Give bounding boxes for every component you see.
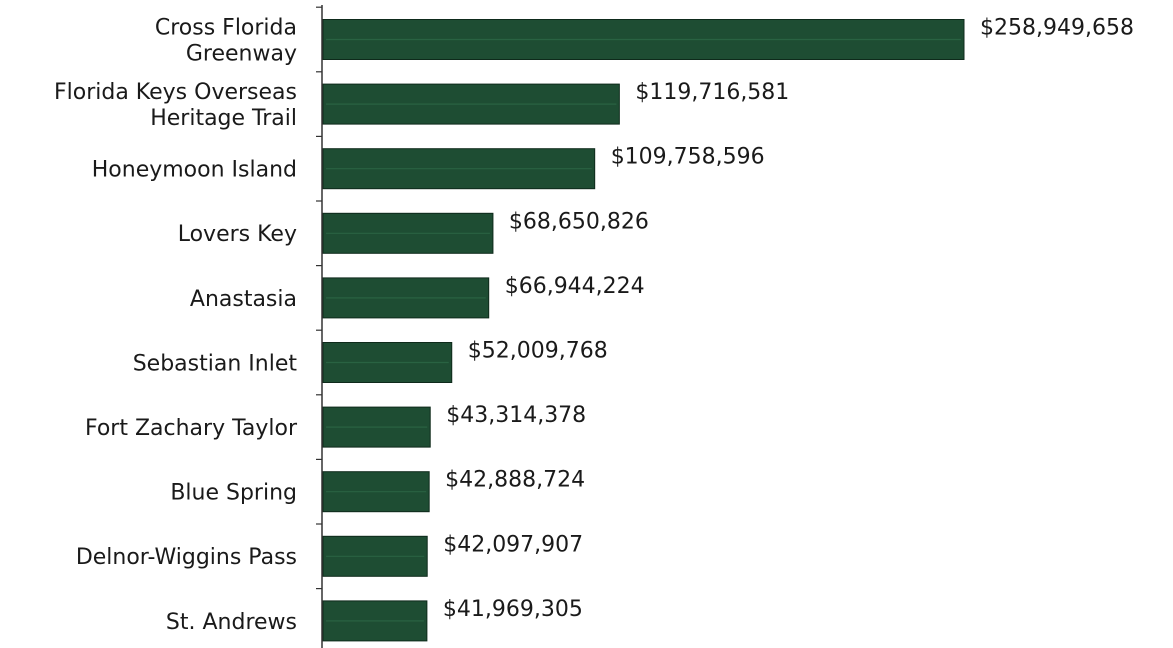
data-label: $52,009,768 bbox=[468, 339, 608, 364]
category-label: Lovers Key bbox=[178, 222, 297, 247]
category-label: Delnor-Wiggins Pass bbox=[76, 545, 297, 570]
category-label-line: Delnor-Wiggins Pass bbox=[76, 545, 297, 570]
category-label-line: Florida Keys Overseas bbox=[54, 80, 297, 105]
category-label-line: Honeymoon Island bbox=[92, 158, 297, 183]
category-label-line: Lovers Key bbox=[178, 222, 297, 247]
category-label: St. Andrews bbox=[166, 610, 297, 635]
axis-layer bbox=[316, 5, 323, 648]
data-label: $42,097,907 bbox=[443, 532, 583, 557]
category-label-line: Blue Spring bbox=[170, 481, 297, 506]
data-label: $66,944,224 bbox=[505, 274, 645, 299]
data-label: $43,314,378 bbox=[446, 403, 586, 428]
category-label: Anastasia bbox=[190, 287, 297, 312]
category-label-line: Fort Zachary Taylor bbox=[85, 416, 298, 441]
category-label: Fort Zachary Taylor bbox=[85, 416, 298, 441]
bars-layer bbox=[322, 19, 965, 642]
data-label: $42,888,724 bbox=[445, 468, 585, 493]
category-label-line: Greenway bbox=[186, 41, 297, 66]
data-label: $68,650,826 bbox=[509, 209, 649, 234]
category-label-line: Heritage Trail bbox=[150, 106, 297, 131]
category-label: Florida Keys Overseas Heritage Trail bbox=[54, 80, 297, 131]
data-label: $109,758,596 bbox=[611, 145, 765, 170]
category-label-line: Sebastian Inlet bbox=[133, 351, 298, 376]
category-label-line: Cross Florida bbox=[155, 15, 297, 40]
data-label: $258,949,658 bbox=[980, 16, 1134, 41]
data-label: $41,969,305 bbox=[443, 597, 583, 622]
labels-layer: Cross Florida Greenway $258,949,658 Florida… bbox=[54, 15, 1134, 634]
category-label: Blue Spring bbox=[170, 481, 297, 506]
category-label: Sebastian Inlet bbox=[133, 351, 298, 376]
category-label-line: Anastasia bbox=[190, 287, 297, 312]
category-label: Cross Florida Greenway bbox=[155, 15, 297, 66]
data-label: $119,716,581 bbox=[635, 80, 789, 105]
category-label-line: St. Andrews bbox=[166, 610, 297, 635]
category-label: Honeymoon Island bbox=[92, 158, 297, 183]
